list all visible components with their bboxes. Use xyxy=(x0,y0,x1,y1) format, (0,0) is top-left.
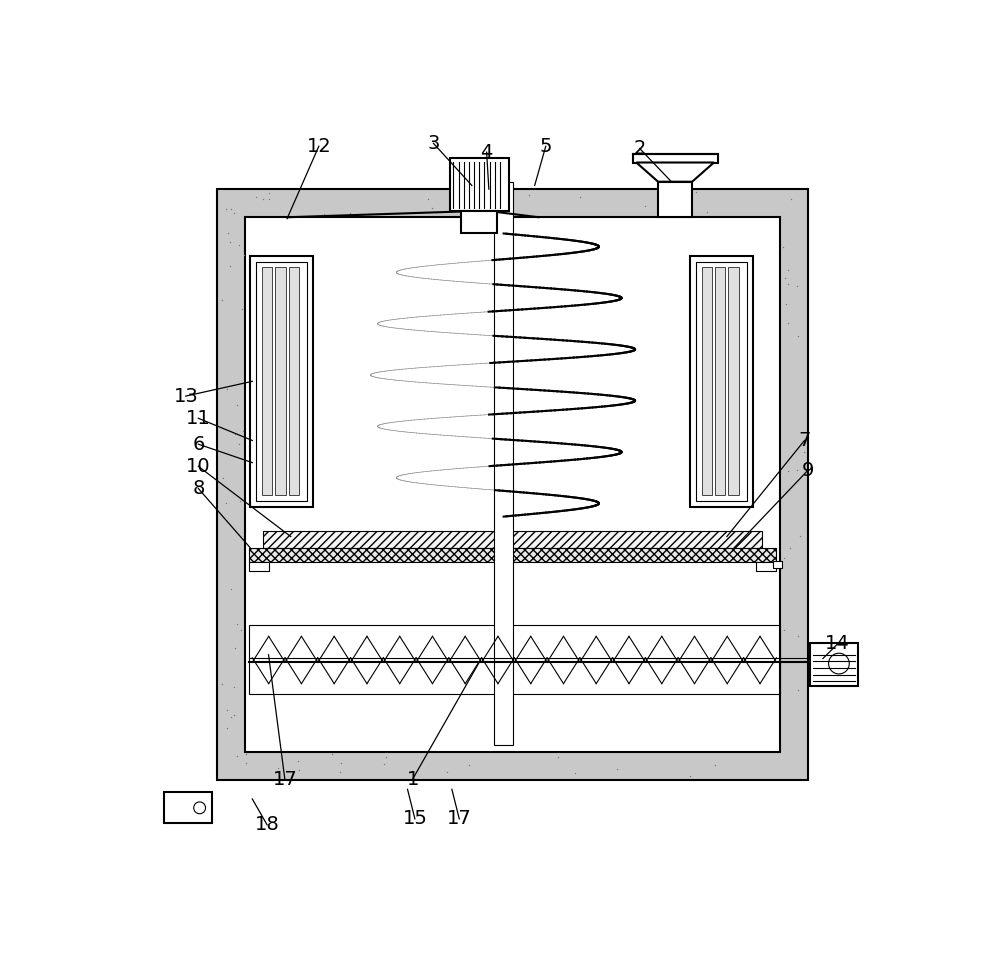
Bar xyxy=(275,268,286,495)
Text: 12: 12 xyxy=(306,136,331,156)
Text: 1: 1 xyxy=(407,770,419,788)
Bar xyxy=(728,268,739,495)
Bar xyxy=(256,261,307,501)
Bar xyxy=(262,268,272,495)
Text: 10: 10 xyxy=(186,457,211,476)
Text: 14: 14 xyxy=(825,635,850,653)
Bar xyxy=(715,268,725,495)
Text: 8: 8 xyxy=(192,479,205,498)
Bar xyxy=(263,532,762,547)
Text: 9: 9 xyxy=(802,461,814,479)
Bar xyxy=(250,255,313,507)
Text: 18: 18 xyxy=(255,815,279,834)
Text: 15: 15 xyxy=(402,809,427,828)
Bar xyxy=(658,181,692,217)
Bar xyxy=(702,268,712,495)
Bar xyxy=(461,211,497,233)
Polygon shape xyxy=(636,162,714,181)
Bar xyxy=(810,643,858,685)
Bar xyxy=(467,211,492,217)
Text: 11: 11 xyxy=(186,409,211,428)
Bar xyxy=(450,158,509,211)
Text: 6: 6 xyxy=(192,435,205,454)
Bar xyxy=(245,217,780,753)
Bar xyxy=(217,189,808,780)
Bar xyxy=(249,625,780,694)
Bar xyxy=(289,268,299,495)
Text: 17: 17 xyxy=(272,770,297,788)
Text: 2: 2 xyxy=(633,139,646,158)
Bar xyxy=(690,255,753,507)
Bar xyxy=(696,261,747,501)
Text: 3: 3 xyxy=(427,133,440,153)
Text: 17: 17 xyxy=(447,809,472,828)
Bar xyxy=(494,181,513,745)
Bar xyxy=(633,154,718,162)
Text: 13: 13 xyxy=(173,387,198,405)
Text: 5: 5 xyxy=(540,136,552,156)
Bar xyxy=(164,792,212,824)
Bar xyxy=(773,561,782,568)
Bar xyxy=(756,563,776,571)
Bar xyxy=(249,547,776,563)
Text: 4: 4 xyxy=(480,143,493,161)
Text: 7: 7 xyxy=(798,431,811,450)
Bar xyxy=(249,563,269,571)
